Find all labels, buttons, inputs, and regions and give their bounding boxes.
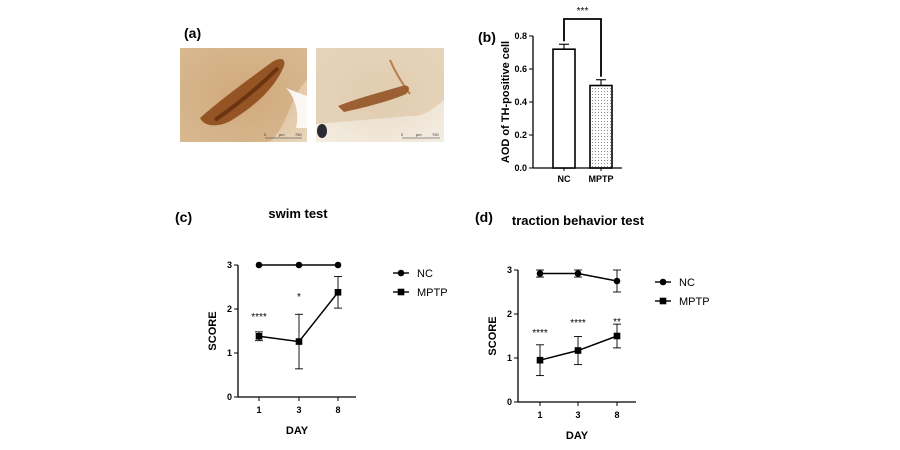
micrograph-nc: 0 µm 750 [180, 48, 307, 142]
significance-label: *** [577, 6, 589, 17]
y-axis-label: SCORE [207, 311, 219, 350]
data-point-mptp [334, 288, 342, 296]
chart-title: traction behavior test [512, 213, 645, 228]
micrograph-mptp: 0 µm 750 [316, 48, 444, 142]
y-tick-label: 3 [227, 260, 232, 270]
x-axis-label: DAY [566, 430, 589, 442]
x-tick-label: 3 [296, 405, 301, 415]
y-tick-label: 0 [227, 392, 232, 402]
data-point-mptp [255, 332, 263, 340]
y-tick-label: 0.2 [514, 130, 527, 140]
legend-marker [659, 278, 667, 286]
bar [589, 84, 613, 169]
significance-label: * [297, 292, 301, 303]
scale-label-end: 750 [295, 132, 302, 137]
panel-label-a: (a) [184, 25, 201, 41]
y-tick-label: 3 [507, 265, 512, 275]
x-tick-label: 1 [256, 405, 261, 415]
data-point-nc [574, 270, 582, 277]
data-point-nc [334, 261, 342, 269]
legend-label-nc: NC [417, 268, 433, 280]
data-point-mptp [536, 356, 544, 364]
panel-label-d: (d) [475, 209, 493, 225]
y-tick-label: 0.6 [514, 64, 527, 74]
chart-d-traction-test: traction behavior test 0 1 2 3 1 3 8 DAY SCORE NC M… [487, 213, 710, 442]
legend-marker [397, 288, 405, 296]
y-tick-label: 2 [227, 304, 232, 314]
scale-label-unit: µm [416, 132, 422, 137]
panel-label-c: (c) [175, 209, 192, 225]
data-point-nc [613, 277, 621, 285]
scale-label-unit: µm [279, 132, 285, 137]
scale-label-start: 0 [264, 132, 267, 137]
x-tick-label: NC [558, 174, 571, 184]
significance-bracket [563, 18, 602, 77]
significance-label: **** [532, 328, 548, 339]
y-axis-label: SCORE [487, 316, 499, 355]
y-axis-label: AOD of TH-positive cell [500, 41, 512, 163]
y-tick-label: 0.4 [514, 97, 527, 107]
legend-marker [397, 269, 405, 277]
legend-label-mptp: MPTP [679, 296, 710, 308]
y-tick-label: 0.0 [514, 163, 527, 173]
legend-marker [659, 297, 667, 305]
data-point-mptp [574, 347, 582, 354]
scale-label-start: 0 [401, 132, 404, 137]
y-tick-label: 0.8 [514, 31, 527, 41]
data-point-nc [255, 261, 263, 269]
significance-label: **** [251, 312, 267, 323]
scale-label-end: 750 [432, 132, 439, 137]
x-tick-label: 8 [335, 405, 340, 415]
data-point-nc [536, 270, 544, 277]
legend-label-mptp: MPTP [417, 287, 448, 299]
x-axis-label: DAY [286, 425, 309, 437]
legend-label-nc: NC [679, 277, 695, 289]
significance-label: **** [570, 318, 586, 329]
data-point-mptp [613, 332, 621, 340]
significance-label: ** [613, 317, 621, 328]
y-tick-label: 1 [507, 353, 512, 363]
x-tick-label: 1 [537, 410, 542, 420]
y-tick-label: 2 [507, 309, 512, 319]
bar [552, 48, 576, 169]
chart-title: swim test [268, 206, 328, 221]
data-point-nc [295, 261, 303, 269]
x-tick-label: 3 [575, 410, 580, 420]
y-tick-label: 0 [507, 397, 512, 407]
data-point-mptp [295, 338, 303, 345]
panel-label-b: (b) [478, 29, 496, 45]
x-tick-label: 8 [614, 410, 619, 420]
y-tick-label: 1 [227, 348, 232, 358]
x-tick-label: MPTP [588, 174, 613, 184]
